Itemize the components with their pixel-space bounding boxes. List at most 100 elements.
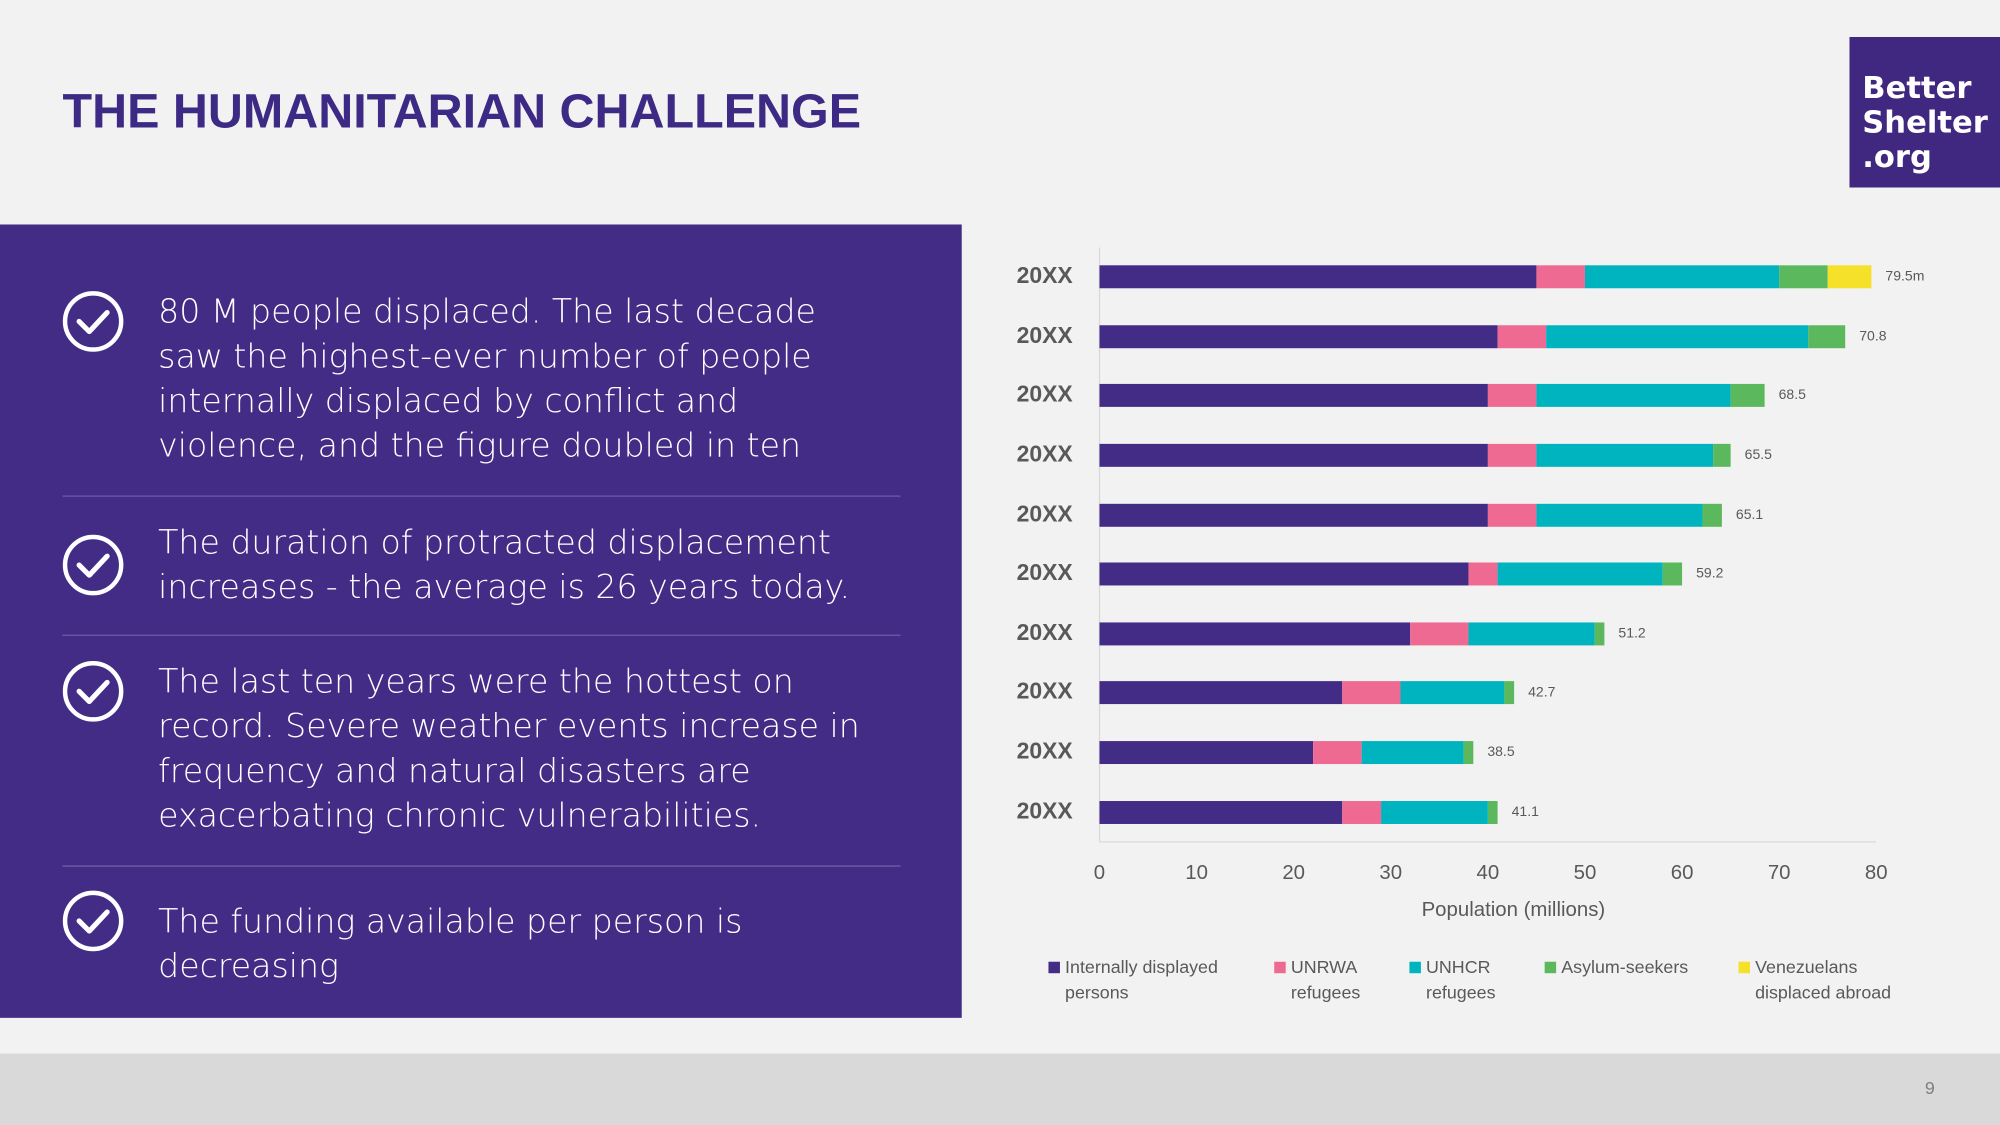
check-mark: [76, 553, 110, 578]
x-tick-label: 30: [1379, 862, 1402, 884]
total-label: 41.1: [1512, 803, 1539, 819]
bar-segment: [1594, 622, 1605, 646]
bar-segment: [1099, 443, 1488, 467]
legend-label: Asylum-seekers: [1561, 956, 1689, 978]
check-circle: [62, 534, 124, 596]
bar-segment: [1779, 265, 1828, 289]
legend-label-wrap: Internally displayed persons: [1065, 956, 1218, 1003]
bar-segment: [1536, 383, 1731, 407]
total-label: 65.1: [1736, 506, 1763, 522]
y-tick-label: 20XX: [1017, 322, 1074, 348]
y-tick-label: 20XX: [1017, 380, 1074, 406]
bar-segment: [1468, 622, 1595, 646]
bar-segment: [1827, 265, 1872, 289]
bar-segment: [1662, 562, 1683, 586]
x-tick-label: 70: [1768, 862, 1791, 884]
legend-label: Venezuelans displaced abroad: [1755, 956, 1892, 1003]
page-number: 9: [1925, 1078, 1935, 1098]
total-label: 68.5: [1779, 386, 1806, 402]
total-label: 59.2: [1696, 565, 1723, 581]
bar-segment: [1099, 503, 1488, 527]
y-tick-label: 20XX: [1017, 619, 1074, 645]
bar-segment: [1487, 801, 1498, 824]
bullet-text: The duration of protracted displacement …: [158, 524, 851, 608]
logo-wrap: Better Shelter .org: [1862, 71, 1988, 175]
logo-box: [1849, 36, 2000, 188]
bar-segment: [1342, 681, 1401, 705]
bar-segment: [1713, 443, 1731, 467]
total-label: 65.5: [1745, 446, 1772, 462]
x-tick-label: 20: [1282, 862, 1305, 884]
total-label: 42.7: [1528, 683, 1555, 699]
check-circle: [62, 890, 124, 952]
slide-title: THE HUMANITARIAN CHALLENGE: [63, 85, 862, 139]
y-tick-label: 20XX: [1017, 798, 1074, 824]
bar-segment: [1536, 503, 1703, 527]
check-circle: [62, 291, 124, 352]
x-axis-label: Population (millions): [1422, 899, 1606, 921]
bullet-text: 80 M people displaced. The last decade s…: [158, 293, 816, 482]
y-tick-label: 20XX: [1017, 559, 1074, 585]
footer: [0, 1053, 2000, 1125]
total-label: 70.8: [1859, 327, 1886, 343]
bar-segment: [1099, 622, 1411, 646]
check-mark: [76, 909, 110, 934]
x-tick-label: 80: [1865, 862, 1888, 884]
legend-label-wrap: UNHCR refugees: [1426, 956, 1496, 1003]
bar-segment: [1468, 562, 1498, 586]
bar-segment: [1487, 383, 1537, 407]
bar-segment: [1099, 383, 1488, 407]
legend-swatch: [1738, 961, 1750, 974]
legend-label: Internally displayed persons: [1065, 956, 1218, 1003]
y-tick-label: 20XX: [1017, 262, 1074, 288]
check-mark: [76, 679, 110, 705]
bar-segment: [1410, 622, 1469, 646]
legend-label: UNHCR refugees: [1426, 956, 1496, 1003]
bar-segment: [1730, 383, 1765, 407]
y-tick-label: 20XX: [1017, 440, 1074, 466]
logo-text: Better Shelter .org: [1862, 71, 1988, 175]
bar-segment: [1342, 801, 1382, 824]
bar-segment: [1099, 265, 1537, 289]
bar-segment: [1504, 681, 1515, 705]
total-label: 79.5m: [1885, 267, 1924, 283]
legend-label-wrap: UNRWA refugees: [1290, 956, 1361, 1003]
legend-swatch: [1048, 961, 1060, 974]
bullet-text: The funding available per person is decr…: [158, 903, 743, 986]
legend-label-wrap: Asylum-seekers: [1561, 956, 1689, 978]
bar-segment: [1099, 681, 1343, 705]
bullet-text-wrap: 80 M people displaced. The last decade s…: [158, 293, 816, 482]
x-tick-label: 0: [1094, 862, 1105, 884]
legend-swatch: [1409, 961, 1421, 974]
bar-segment: [1536, 265, 1585, 289]
y-tick-label: 20XX: [1017, 500, 1074, 526]
legend-label-wrap: Venezuelans displaced abroad: [1755, 956, 1892, 1003]
bar-segment: [1497, 325, 1547, 349]
legend-swatch: [1274, 961, 1286, 974]
bullet-text-wrap: The last ten years were the hottest on r…: [158, 663, 860, 836]
bullet-text: The last ten years were the hottest on r…: [158, 663, 860, 836]
bar-segment: [1497, 562, 1663, 586]
total-label: 51.2: [1618, 625, 1645, 641]
bar-segment: [1702, 503, 1722, 527]
legend-label: UNRWA refugees: [1290, 956, 1361, 1003]
total-label: 38.5: [1487, 743, 1514, 759]
bar-segment: [1099, 325, 1498, 349]
bar-segment: [1536, 443, 1714, 467]
bar-segment: [1381, 801, 1488, 824]
bar-segment: [1546, 325, 1809, 349]
bullet-text-wrap: The duration of protracted displacement …: [158, 524, 851, 608]
bar-segment: [1099, 741, 1314, 765]
x-tick-label: 60: [1671, 862, 1694, 884]
bar-segment: [1463, 741, 1474, 765]
x-tick-label: 10: [1185, 862, 1208, 884]
check-mark: [76, 309, 110, 335]
bullet-text-wrap: The funding available per person is decr…: [158, 903, 743, 986]
bar-segment: [1400, 681, 1505, 705]
legend-swatch: [1544, 961, 1557, 974]
bar-segment: [1099, 562, 1469, 586]
x-tick-label: 40: [1477, 862, 1500, 884]
bar-segment: [1313, 741, 1362, 765]
bar-segment: [1361, 741, 1464, 765]
